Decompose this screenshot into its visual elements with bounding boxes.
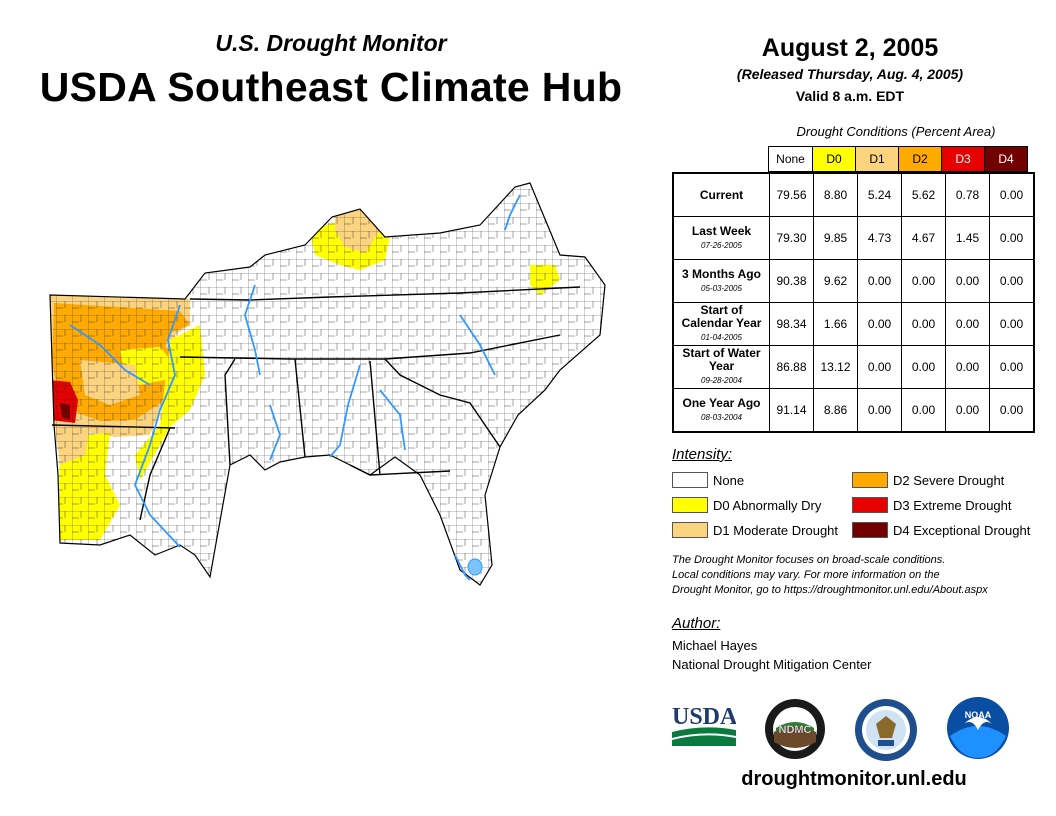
table-cell: 0.00 [901,302,946,346]
map-title: USDA Southeast Climate Hub [39,64,623,110]
table-cell: 0.00 [857,388,902,433]
table-row: One Year Ago 08-03-2004 91.14 8.86 0.00 0.00 0… [672,388,1035,433]
col-header-d1: D1 [855,147,898,171]
table-header-row: None D0 D1 D2 D3 D4 [768,146,1028,172]
legend-item-d2: D2 Severe Drought [852,471,1030,489]
table-cell: 79.30 [769,216,814,260]
author-name: Michael Hayes [672,638,758,653]
legend-title: Intensity: [672,446,733,463]
svg-text:USDA: USDA [672,704,736,730]
release-note: (Released Thursday, Aug. 4, 2005) [736,66,964,82]
table-cell: 0.00 [901,259,946,303]
row-label: Start of Water Year 09-28-2004 [672,345,770,389]
table-cell: 8.86 [813,388,858,433]
col-header-d4: D4 [984,147,1027,171]
valid-time: Valid 8 a.m. EDT [795,88,905,104]
table-cell: 0.00 [857,345,902,389]
table-cell: 0.00 [945,259,990,303]
table-row: Start of Water Year 09-28-2004 86.88 13.12 0… [672,345,1035,389]
table-cell: 0.00 [901,345,946,389]
author-organization: National Drought Mitigation Center [672,657,872,672]
row-label: Start of Calendar Year 01-04-2005 [672,302,770,346]
col-header-none: None [776,152,805,166]
row-label: Current [672,172,770,217]
table-cell: 0.00 [989,302,1035,346]
disclaimer: The Drought Monitor focuses on broad-sca… [672,554,988,596]
row-label: Last Week 07-26-2005 [672,216,770,260]
southeast-drought-map [49,182,606,586]
table-cell: 90.38 [769,259,814,303]
table-cell: 8.80 [813,172,858,217]
row-label: 3 Months Ago 05-03-2005 [672,259,770,303]
table-cell: 4.67 [901,216,946,260]
ndmc-logo: NDMC [765,699,825,759]
legend-item-d4: D4 Exceptional Drought [852,521,1030,539]
col-header-d3: D3 [941,147,984,171]
drought-conditions-table: Current 79.56 8.80 5.24 5.62 0.78 0.00 Last Wee… [672,172,1035,433]
svg-text:NOAA: NOAA [965,710,992,720]
department-of-commerce-seal [855,699,917,761]
lake-okeechobee [467,558,483,576]
table-cell: 0.00 [989,345,1035,389]
release-date: August 2, 2005 [761,34,939,62]
col-header-d0: D0 [812,147,855,171]
table-row: 3 Months Ago 05-03-2005 90.38 9.62 0.00 0.00 0… [672,259,1035,303]
rivers [69,194,521,581]
table-cell: 9.62 [813,259,858,303]
table-cell: 86.88 [769,345,814,389]
table-cell: 0.00 [857,302,902,346]
usda-logo: USDA [672,704,736,746]
table-cell: 0.00 [989,216,1035,260]
table-cell: 98.34 [769,302,814,346]
table-cell: 0.00 [989,259,1035,303]
table-cell: 5.62 [901,172,946,217]
table-cell: 5.24 [857,172,902,217]
table-cell: 0.00 [945,345,990,389]
table-cell: 0.00 [857,259,902,303]
legend-item-d3: D3 Extreme Drought [852,496,1030,514]
table-cell: 79.56 [769,172,814,217]
map-subtitle: U.S. Drought Monitor [215,30,447,56]
legend-item-none: None [672,471,838,489]
col-header-d2: D2 [898,147,941,171]
table-cell: 0.00 [989,172,1035,217]
legend-item-d1: D1 Moderate Drought [672,521,838,539]
table-row: Current 79.56 8.80 5.24 5.62 0.78 0.00 [672,172,1035,217]
svg-text:NDMC: NDMC [779,724,812,736]
table-cell: 91.14 [769,388,814,433]
table-cell: 4.73 [857,216,902,260]
table-cell: 9.85 [813,216,858,260]
table-cell: 0.00 [901,388,946,433]
table-cell: 1.45 [945,216,990,260]
row-label: One Year Ago 08-03-2004 [672,388,770,433]
author-title: Author: [672,615,721,632]
legend-item-d0: D0 Abnormally Dry [672,496,838,514]
footer-url[interactable]: droughtmonitor.unl.edu [741,768,967,790]
table-cell: 1.66 [813,302,858,346]
table-cell: 0.00 [945,388,990,433]
table-row: Last Week 07-26-2005 79.30 9.85 4.73 4.67 1.45… [672,216,1035,260]
table-cell: 0.00 [945,302,990,346]
noaa-logo: NOAA [947,697,1009,759]
table-cell: 0.78 [945,172,990,217]
table-caption: Drought Conditions (Percent Area) [796,124,996,139]
table-cell: 13.12 [813,345,858,389]
table-row: Start of Calendar Year 01-04-2005 98.34 1.6… [672,302,1035,346]
table-cell: 0.00 [989,388,1035,433]
